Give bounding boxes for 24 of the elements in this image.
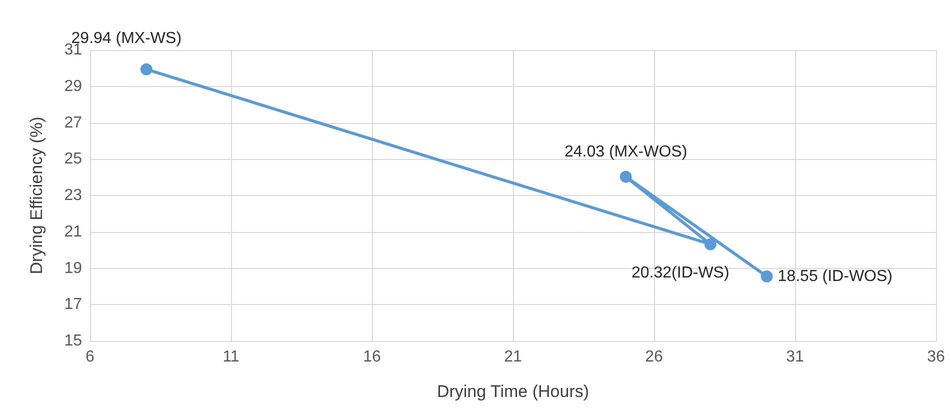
point <box>704 238 716 250</box>
x-tick-label: 36 <box>927 348 945 366</box>
y-tick-label: 17 <box>64 296 82 314</box>
y-tick-label: 23 <box>64 187 82 204</box>
x-tick-label: 21 <box>504 348 522 366</box>
x-tick-label: 31 <box>786 348 804 366</box>
point <box>760 270 773 282</box>
y-axis-title: Drying Efficiency (%) <box>27 116 46 274</box>
point <box>620 170 632 183</box>
y-tick-label: 29 <box>64 78 82 95</box>
y-tick-label: 15 <box>64 332 82 350</box>
data-label: 24.03 (MX-WOS) <box>564 143 688 160</box>
y-tick-label: 25 <box>64 150 82 168</box>
y-tick-label: 21 <box>64 223 82 240</box>
y-tick-label: 27 <box>64 114 82 132</box>
x-tick-label: 11 <box>222 348 240 366</box>
data-label: 20.32(ID-WS) <box>632 264 730 282</box>
x-tick-label: 6 <box>86 348 95 366</box>
y-tick-label: 19 <box>64 260 82 277</box>
data-label: 18.55 (ID-WOS) <box>778 268 892 285</box>
x-axis-title: Drying Time (Hours) <box>436 382 590 401</box>
x-tick-label: 16 <box>363 348 381 366</box>
x-tick-label: 26 <box>645 348 663 366</box>
point <box>140 63 152 76</box>
